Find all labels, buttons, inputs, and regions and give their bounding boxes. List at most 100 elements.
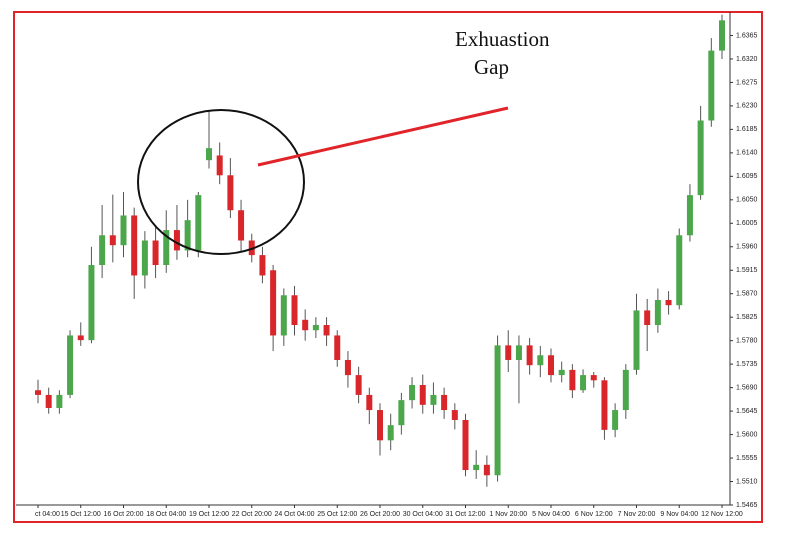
candle-body — [633, 310, 640, 370]
candle-body — [398, 400, 405, 426]
candle-body — [302, 319, 309, 331]
candle-body — [120, 215, 127, 246]
candle-body — [259, 255, 266, 276]
candle-body — [163, 230, 170, 266]
candle-body — [88, 265, 95, 341]
candle-body — [569, 369, 576, 391]
candle-body — [206, 148, 212, 161]
y-tick-label: 1.6140 — [736, 150, 758, 157]
y-tick-label: 1.5600 — [736, 431, 758, 438]
candle-body — [312, 325, 319, 331]
candle-body — [548, 355, 554, 376]
candle-body — [686, 195, 693, 236]
annotation: Exhuastion — [455, 27, 550, 51]
y-tick-label: 1.6365 — [736, 32, 758, 39]
y-tick-label: 1.6230 — [736, 103, 758, 110]
x-tick-label: 16 Oct 20:00 — [103, 511, 143, 518]
plot-area — [35, 14, 725, 487]
x-tick-label: 12 Nov 12:00 — [701, 511, 743, 518]
y-tick-label: 1.5735 — [736, 361, 758, 368]
x-tick-label: 31 Oct 12:00 — [445, 511, 485, 518]
y-tick-label: 1.6005 — [736, 220, 758, 227]
candle-body — [601, 380, 608, 430]
y-tick-label: 1.5915 — [736, 267, 758, 274]
x-tick-label: 6 Nov 12:00 — [575, 511, 613, 518]
x-tick-label: 7 Nov 20:00 — [618, 511, 656, 518]
candle-body — [238, 210, 245, 241]
candle-body — [526, 345, 533, 366]
candle-body — [644, 310, 651, 326]
candle-body — [366, 394, 373, 411]
candle-body — [580, 375, 587, 391]
y-tick-label: 1.5825 — [736, 314, 758, 321]
y-tick-label: 1.6050 — [736, 197, 758, 204]
candle-body — [483, 464, 490, 476]
pointer-line — [257, 106, 509, 167]
y-tick-label: 1.5960 — [736, 244, 758, 251]
candle-body — [451, 410, 458, 420]
candle-body — [387, 425, 394, 441]
candle-body — [227, 175, 234, 211]
x-tick-label: 5 Nov 04:00 — [532, 511, 570, 518]
candle-body — [462, 419, 469, 471]
candle-body — [719, 20, 725, 51]
candle-body — [665, 299, 672, 306]
candle-body — [45, 394, 52, 408]
candle-body — [323, 325, 330, 336]
candle-body — [291, 295, 298, 326]
y-tick-label: 1.6095 — [736, 173, 758, 180]
candle-body — [67, 335, 74, 395]
candle-body — [355, 375, 362, 395]
x-tick-label: 1 Nov 20:00 — [489, 511, 527, 518]
candle-body — [195, 195, 202, 251]
candle-body — [494, 345, 501, 476]
candle-body — [558, 369, 565, 376]
y-tick-label: 1.5870 — [736, 291, 758, 298]
candle-body — [77, 335, 84, 341]
y-tick-label: 1.5645 — [736, 408, 758, 415]
candle-body — [344, 359, 351, 376]
candle-body — [99, 235, 106, 266]
candle-body — [676, 235, 683, 306]
candle-body — [590, 375, 597, 381]
highlight-circle — [137, 109, 305, 255]
x-tick-label: 22 Oct 20:00 — [232, 511, 272, 518]
y-tick-label: 1.5780 — [736, 338, 758, 345]
candle-body — [56, 394, 63, 408]
x-tick-label: ct 04:00 — [35, 511, 60, 518]
candle-body — [35, 390, 41, 395]
candle-body — [270, 270, 277, 336]
x-tick-label: 30 Oct 04:00 — [403, 511, 443, 518]
candle-body — [377, 410, 383, 441]
annotation: Gap — [474, 55, 509, 79]
candle-body — [515, 345, 522, 360]
candle-body — [537, 355, 544, 366]
candle-body — [109, 235, 116, 246]
candle-body — [409, 385, 416, 401]
y-tick-label: 1.5555 — [736, 455, 758, 462]
candle-body — [248, 240, 255, 256]
x-tick-label: 26 Oct 20:00 — [360, 511, 400, 518]
y-tick-label: 1.6275 — [736, 79, 758, 86]
x-tick-label: 9 Nov 04:00 — [660, 511, 698, 518]
candle-body — [173, 230, 180, 251]
candle-body — [184, 220, 191, 251]
candle-body — [334, 335, 341, 360]
candle-body — [419, 385, 426, 405]
y-tick-label: 1.5465 — [736, 502, 758, 509]
candle-body — [280, 295, 287, 336]
frame — [13, 11, 763, 523]
x-tick-label: 24 Oct 04:00 — [274, 511, 314, 518]
x-tick-label: 19 Oct 12:00 — [189, 511, 229, 518]
candle-body — [622, 369, 629, 411]
x-tick-label: 15 Oct 12:00 — [61, 511, 101, 518]
candle-body — [441, 394, 448, 411]
y-tick-label: 1.5510 — [736, 478, 758, 485]
x-tick-label: 25 Oct 12:00 — [317, 511, 357, 518]
candle-body — [697, 120, 704, 196]
y-tick-label: 1.5690 — [736, 384, 758, 391]
candle-body — [216, 155, 223, 176]
y-tick-label: 1.6320 — [736, 56, 758, 63]
candle-body — [152, 240, 159, 266]
